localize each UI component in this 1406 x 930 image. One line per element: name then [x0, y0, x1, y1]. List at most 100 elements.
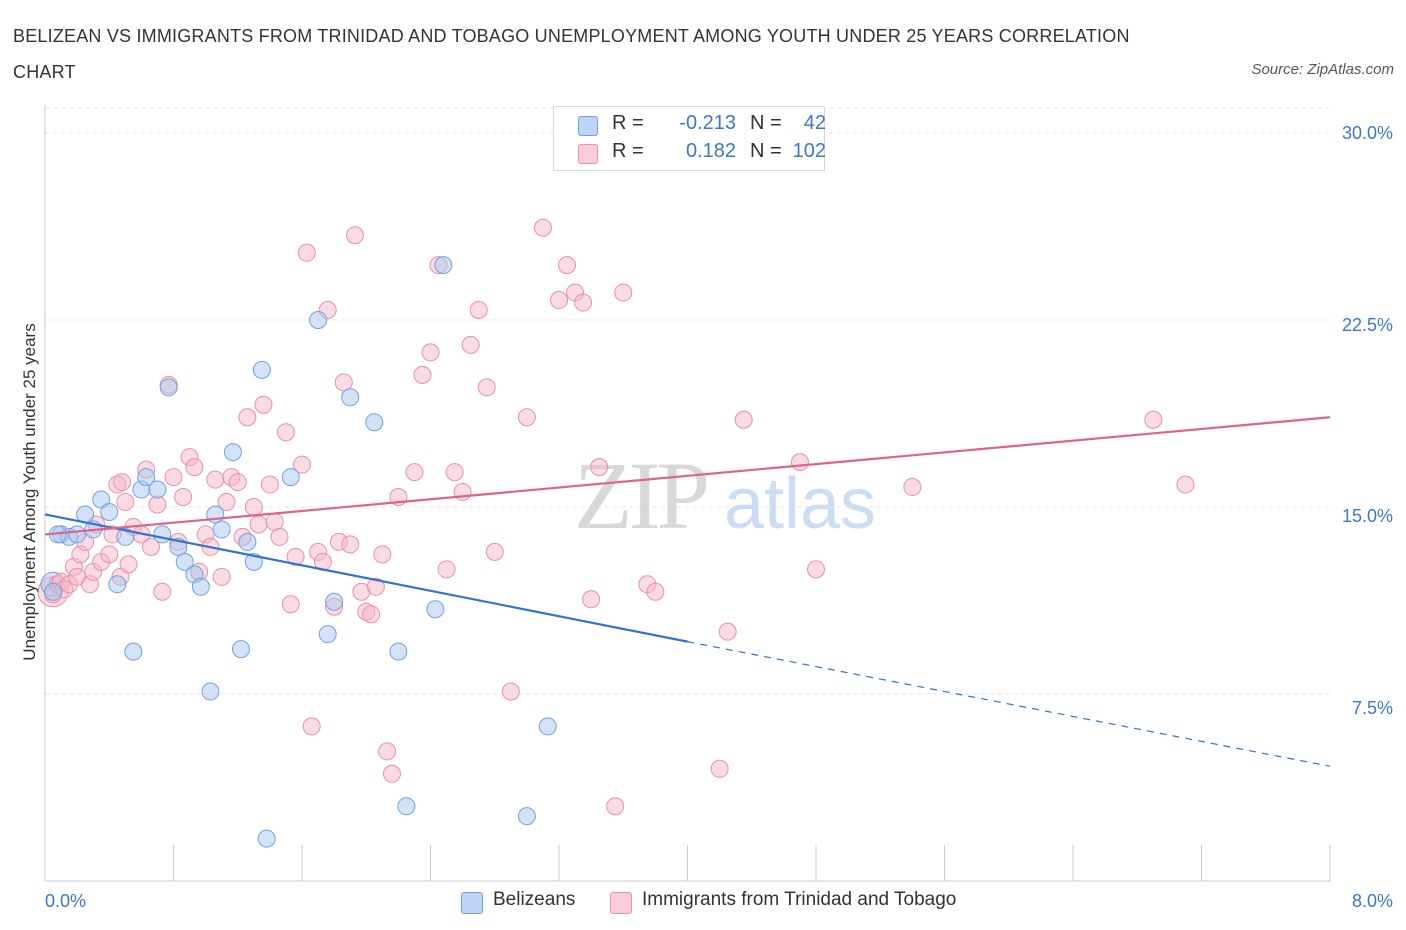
data-point-belizean [318, 625, 337, 644]
legend-swatch [610, 892, 632, 914]
data-point-belizean [281, 468, 300, 487]
axes [44, 105, 1331, 882]
data-point-belizean [538, 717, 557, 736]
legend-swatch [578, 144, 598, 164]
source-label: Source: ZipAtlas.com [1251, 61, 1394, 78]
data-point-trinidad [445, 463, 464, 482]
y-axis-label: Unemployment Among Youth under 25 years [20, 323, 39, 661]
data-point-belizean [201, 682, 220, 701]
data-point-trinidad [148, 495, 167, 514]
data-point-trinidad [249, 515, 268, 534]
data-point-trinidad [405, 463, 424, 482]
y-tick-label: 22.5% [1341, 315, 1393, 335]
trend-line-trinidad [44, 416, 1331, 536]
data-point-trinidad [558, 256, 577, 275]
data-point-trinidad [1144, 410, 1163, 429]
data-point-belizean [108, 575, 127, 594]
data-point-trinidad [382, 764, 401, 783]
data-point-belizean [159, 378, 178, 397]
data-point-belizean [44, 582, 63, 601]
watermark-zip: ZIP [574, 442, 707, 549]
y-tick-label: 7.5% [1351, 698, 1393, 718]
data-point-trinidad [477, 378, 496, 397]
data-point-belizean [231, 640, 250, 659]
y-tick-label: 30.0% [1341, 123, 1393, 143]
data-point-belizean [341, 388, 360, 407]
data-point-belizean [191, 577, 210, 596]
data-point-belizean [517, 807, 536, 826]
data-point-trinidad [485, 542, 504, 561]
data-point-trinidad [142, 537, 161, 556]
data-point-trinidad [260, 475, 279, 494]
data-point-trinidad [501, 682, 520, 701]
r-value: 0.182 [685, 140, 736, 162]
data-point-trinidad [153, 582, 172, 601]
data-points [37, 218, 1195, 848]
trend-line-belizeans-extension [687, 641, 1331, 767]
data-point-belizean [175, 552, 194, 571]
x-tick-label: 0.0% [45, 891, 87, 911]
data-point-trinidad [1176, 475, 1195, 494]
r-value: -0.213 [679, 112, 736, 134]
data-point-trinidad [718, 622, 737, 641]
correlation-legend: R = -0.213 N = 42 R = 0.182 N = 102 [553, 106, 826, 171]
data-point-trinidad [606, 797, 625, 816]
data-point-belizean [257, 829, 276, 848]
data-point-trinidad [590, 458, 609, 477]
legend-label: Belizeans [493, 889, 576, 910]
data-point-trinidad [378, 742, 397, 761]
data-point-trinidad [281, 595, 300, 614]
x-tick-label: 8.0% [1351, 891, 1393, 911]
data-point-trinidad [582, 590, 601, 609]
data-point-trinidad [116, 493, 135, 512]
n-value: 102 [792, 140, 826, 162]
trend-line-belizeans [44, 513, 688, 643]
data-point-trinidad [614, 283, 633, 302]
data-point-trinidad [469, 301, 488, 320]
data-point-trinidad [174, 488, 193, 507]
data-point-trinidad [244, 498, 263, 516]
data-point-belizean [389, 642, 408, 661]
data-point-belizean [153, 525, 172, 544]
data-point-trinidad [734, 410, 753, 429]
data-point-belizean [137, 468, 156, 487]
data-point-trinidad [550, 291, 568, 310]
data-point-belizean [325, 592, 344, 611]
data-point-trinidad [366, 577, 385, 596]
data-point-belizean [426, 600, 445, 619]
data-point-belizean [100, 502, 119, 521]
data-point-belizean [397, 797, 416, 816]
data-point-trinidad [517, 408, 536, 427]
data-point-trinidad [413, 365, 432, 384]
data-point-trinidad [265, 512, 284, 531]
data-point-trinidad [334, 373, 353, 392]
data-point-belizean [223, 443, 242, 462]
data-point-belizean [212, 520, 231, 539]
data-point-belizean [148, 480, 167, 499]
data-point-trinidad [437, 560, 456, 579]
data-point-belizean [309, 311, 328, 329]
data-point-trinidad [238, 408, 257, 427]
r-label: R = [612, 140, 644, 162]
data-point-trinidad [293, 455, 311, 474]
data-point-trinidad [113, 473, 132, 492]
data-point-trinidad [346, 226, 365, 245]
legend-swatch [461, 892, 483, 914]
r-label: R = [612, 112, 644, 134]
data-point-belizean [365, 413, 384, 432]
data-point-trinidad [254, 395, 273, 414]
chart-title: BELIZEAN VS IMMIGRANTS FROM TRINIDAD AND… [13, 26, 1130, 82]
data-point-trinidad [228, 473, 247, 492]
n-value: 42 [803, 112, 826, 134]
data-point-trinidad [903, 478, 922, 497]
data-point-trinidad [185, 458, 204, 477]
n-label: N = [750, 140, 782, 162]
data-point-trinidad [119, 555, 138, 574]
data-point-belizean [124, 642, 143, 661]
data-point-trinidad [217, 493, 236, 512]
data-point-trinidad [790, 453, 809, 472]
watermark-atlas: atlas [724, 464, 876, 544]
data-point-trinidad [341, 535, 360, 554]
data-point-trinidad [270, 527, 289, 546]
trend-lines [44, 416, 1331, 767]
